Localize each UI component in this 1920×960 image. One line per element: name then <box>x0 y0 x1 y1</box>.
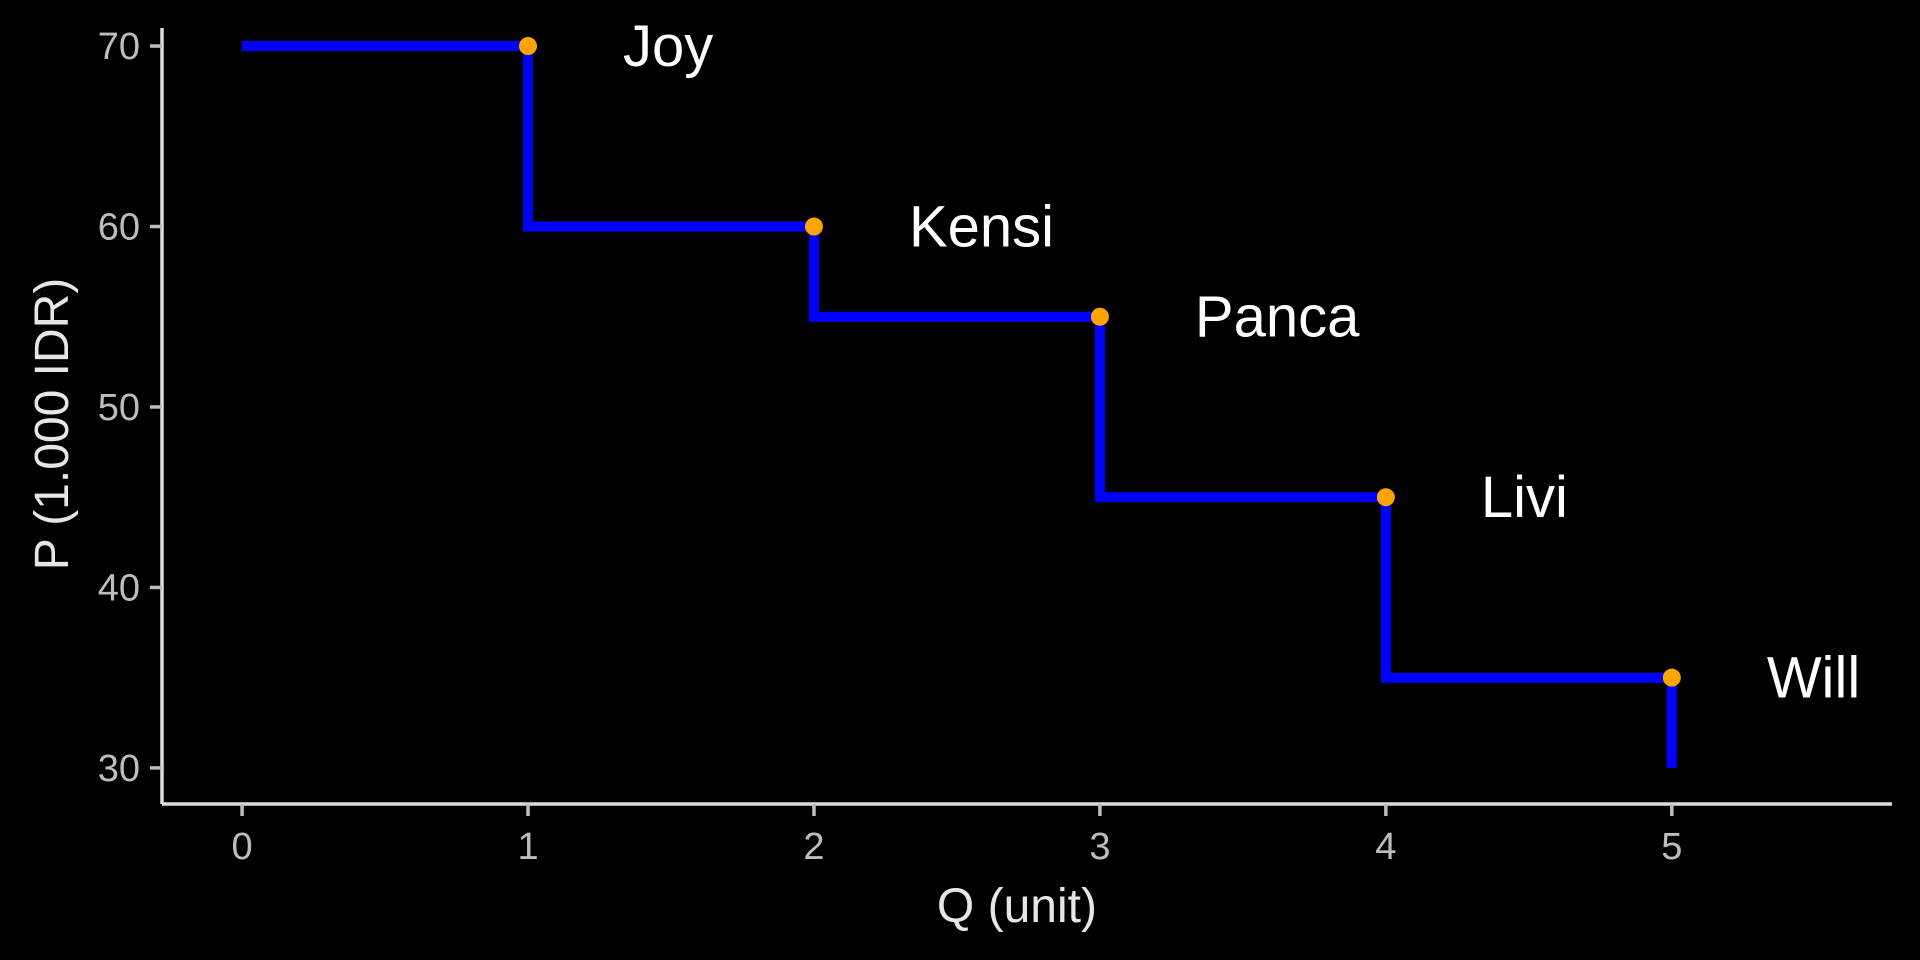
point-label-joy: Joy <box>623 14 713 79</box>
data-point-joy <box>519 37 538 56</box>
y-tick-label: 70 <box>98 26 140 68</box>
x-ticks: 0 1 2 3 4 5 <box>231 804 1682 868</box>
x-tick-label: 4 <box>1375 826 1396 868</box>
axes <box>160 28 1892 806</box>
x-tick-label: 3 <box>1089 826 1110 868</box>
y-ticks: 30 40 50 60 70 <box>98 26 162 790</box>
y-tick-label: 50 <box>98 387 140 429</box>
x-tick-label: 0 <box>231 826 252 868</box>
demand-step-line <box>242 41 1677 768</box>
data-point-will <box>1662 668 1681 687</box>
point-label-panca: Panca <box>1195 285 1360 350</box>
point-label-will: Will <box>1767 646 1860 711</box>
point-label-livi: Livi <box>1481 465 1568 530</box>
data-point-livi <box>1376 488 1395 507</box>
x-tick-label: 5 <box>1661 826 1682 868</box>
x-tick-label: 2 <box>803 826 824 868</box>
y-tick-label: 40 <box>98 567 140 609</box>
y-axis-title: P (1.000 IDR) <box>26 278 79 571</box>
plot-area: Joy Kensi Panca Livi Will <box>242 14 1860 768</box>
data-point-kensi <box>804 217 823 236</box>
point-label-kensi: Kensi <box>909 195 1054 260</box>
y-tick-label: 30 <box>98 748 140 790</box>
y-tick-label: 60 <box>98 207 140 249</box>
x-axis-title: Q (unit) <box>937 880 1097 933</box>
x-tick-label: 1 <box>517 826 538 868</box>
data-point-panca <box>1090 307 1109 326</box>
